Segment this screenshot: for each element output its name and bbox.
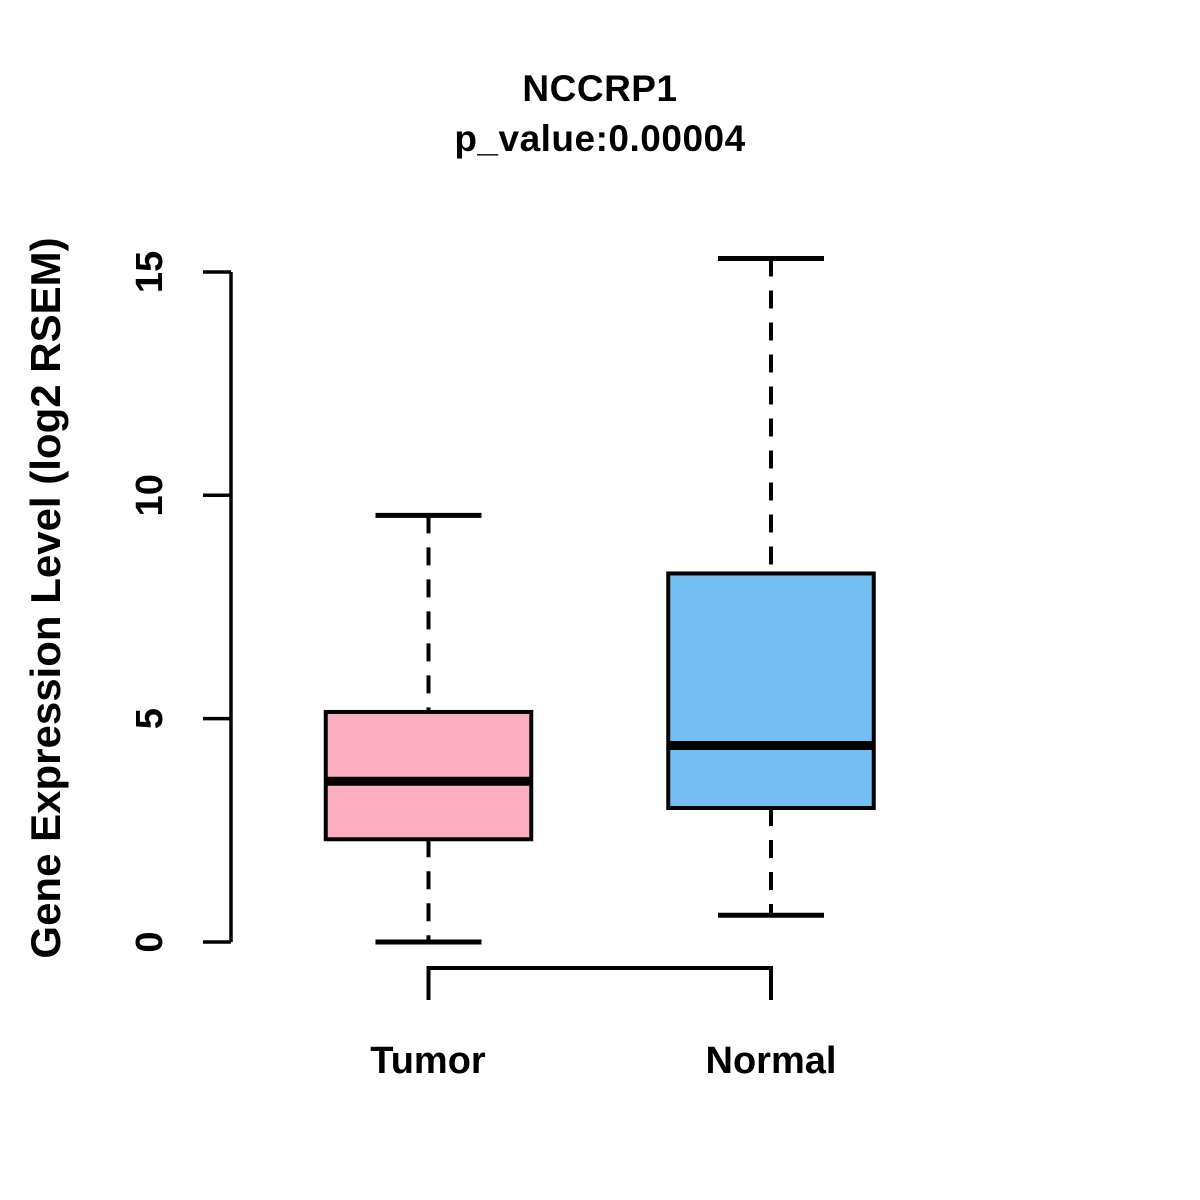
box-normal xyxy=(666,571,876,810)
chart-title-block: NCCRP1 p_value:0.00004 xyxy=(0,64,1200,164)
y-tick-label: 5 xyxy=(129,708,171,729)
x-axis-bracket xyxy=(426,966,773,1000)
category-label-tumor: Tumor xyxy=(370,1040,486,1082)
y-tick-label: 0 xyxy=(129,931,171,952)
chart-subtitle: p_value:0.00004 xyxy=(454,118,746,159)
y-tick-label: 10 xyxy=(129,474,171,516)
chart-title: NCCRP1 xyxy=(522,68,678,109)
box-tumor xyxy=(323,709,534,842)
category-label-normal: Normal xyxy=(705,1040,837,1082)
y-tick-label: 15 xyxy=(129,251,171,293)
